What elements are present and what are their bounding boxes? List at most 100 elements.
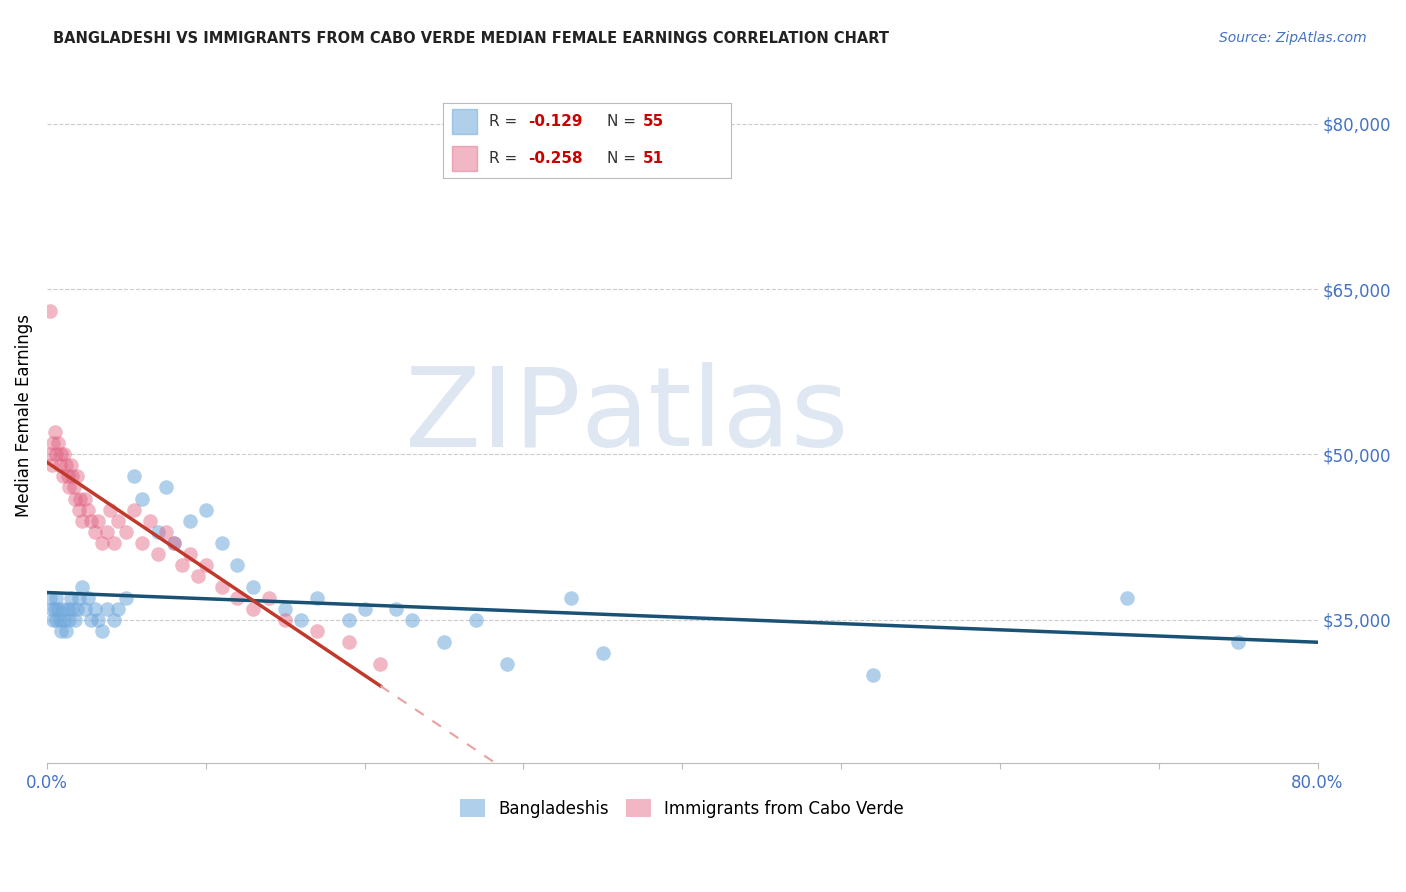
- Point: [385, 601, 408, 615]
- Point: [58, 481, 80, 495]
- Point: [91, 535, 114, 549]
- Point: [337, 635, 360, 649]
- Point: [194, 502, 217, 516]
- Point: [65, 491, 87, 506]
- Point: [41, 601, 63, 615]
- Point: [122, 469, 145, 483]
- Text: N =: N =: [607, 151, 641, 166]
- Legend: Bangladeshis, Immigrants from Cabo Verde: Bangladeshis, Immigrants from Cabo Verde: [454, 793, 911, 824]
- Point: [100, 502, 122, 516]
- Point: [464, 613, 486, 627]
- Point: [107, 514, 129, 528]
- Y-axis label: Median Female Earnings: Median Female Earnings: [15, 314, 32, 517]
- Point: [496, 657, 519, 671]
- Point: [59, 591, 82, 605]
- Point: [337, 613, 360, 627]
- Point: [86, 613, 108, 627]
- Point: [59, 458, 82, 473]
- Point: [170, 558, 193, 572]
- Point: [83, 524, 105, 539]
- Point: [83, 601, 105, 615]
- Text: N =: N =: [607, 114, 641, 129]
- Point: [242, 601, 264, 615]
- Text: 55: 55: [643, 114, 665, 129]
- Point: [290, 613, 312, 627]
- Point: [51, 447, 73, 461]
- Point: [45, 447, 67, 461]
- Point: [146, 524, 169, 539]
- Text: -0.129: -0.129: [527, 114, 582, 129]
- Point: [60, 601, 83, 615]
- Point: [63, 481, 86, 495]
- Point: [70, 580, 93, 594]
- Point: [66, 601, 89, 615]
- Point: [65, 613, 87, 627]
- Point: [194, 558, 217, 572]
- Point: [163, 535, 186, 549]
- Point: [45, 613, 67, 627]
- Point: [45, 591, 67, 605]
- Point: [560, 591, 582, 605]
- Point: [91, 624, 114, 638]
- Point: [69, 491, 91, 506]
- Point: [139, 514, 162, 528]
- Point: [77, 591, 100, 605]
- Point: [41, 458, 63, 473]
- Point: [96, 524, 118, 539]
- Point: [862, 668, 884, 682]
- Point: [131, 491, 153, 506]
- Point: [80, 613, 103, 627]
- Point: [80, 514, 103, 528]
- Point: [44, 425, 66, 440]
- Point: [187, 568, 209, 582]
- Point: [86, 514, 108, 528]
- Point: [305, 591, 328, 605]
- Text: BANGLADESHI VS IMMIGRANTS FROM CABO VERDE MEDIAN FEMALE EARNINGS CORRELATION CHA: BANGLADESHI VS IMMIGRANTS FROM CABO VERD…: [53, 31, 890, 46]
- Point: [103, 535, 125, 549]
- Point: [55, 624, 77, 638]
- Point: [163, 535, 186, 549]
- Point: [67, 502, 90, 516]
- Point: [353, 601, 375, 615]
- Point: [46, 436, 69, 450]
- Point: [70, 514, 93, 528]
- Point: [433, 635, 456, 649]
- Point: [66, 469, 89, 483]
- Point: [179, 514, 201, 528]
- Point: [42, 613, 65, 627]
- Point: [155, 524, 177, 539]
- Bar: [451, 110, 478, 135]
- Point: [305, 624, 328, 638]
- Text: ZIP: ZIP: [405, 362, 581, 469]
- Point: [226, 558, 249, 572]
- Point: [53, 447, 76, 461]
- Text: Source: ZipAtlas.com: Source: ZipAtlas.com: [1219, 31, 1367, 45]
- Point: [56, 601, 79, 615]
- Point: [274, 601, 297, 615]
- Point: [131, 535, 153, 549]
- Point: [257, 591, 280, 605]
- Point: [48, 613, 70, 627]
- Point: [42, 436, 65, 450]
- Point: [48, 458, 70, 473]
- Point: [226, 591, 249, 605]
- Bar: [451, 145, 478, 171]
- Point: [122, 502, 145, 516]
- Point: [179, 547, 201, 561]
- Point: [39, 447, 62, 461]
- Point: [73, 601, 96, 615]
- Point: [73, 491, 96, 506]
- Text: R =: R =: [489, 114, 522, 129]
- Point: [51, 624, 73, 638]
- Point: [211, 535, 233, 549]
- Point: [370, 657, 392, 671]
- Point: [592, 646, 614, 660]
- Point: [155, 481, 177, 495]
- Point: [44, 601, 66, 615]
- Point: [96, 601, 118, 615]
- Point: [56, 469, 79, 483]
- Point: [115, 591, 138, 605]
- Point: [103, 613, 125, 627]
- Point: [77, 502, 100, 516]
- Point: [146, 547, 169, 561]
